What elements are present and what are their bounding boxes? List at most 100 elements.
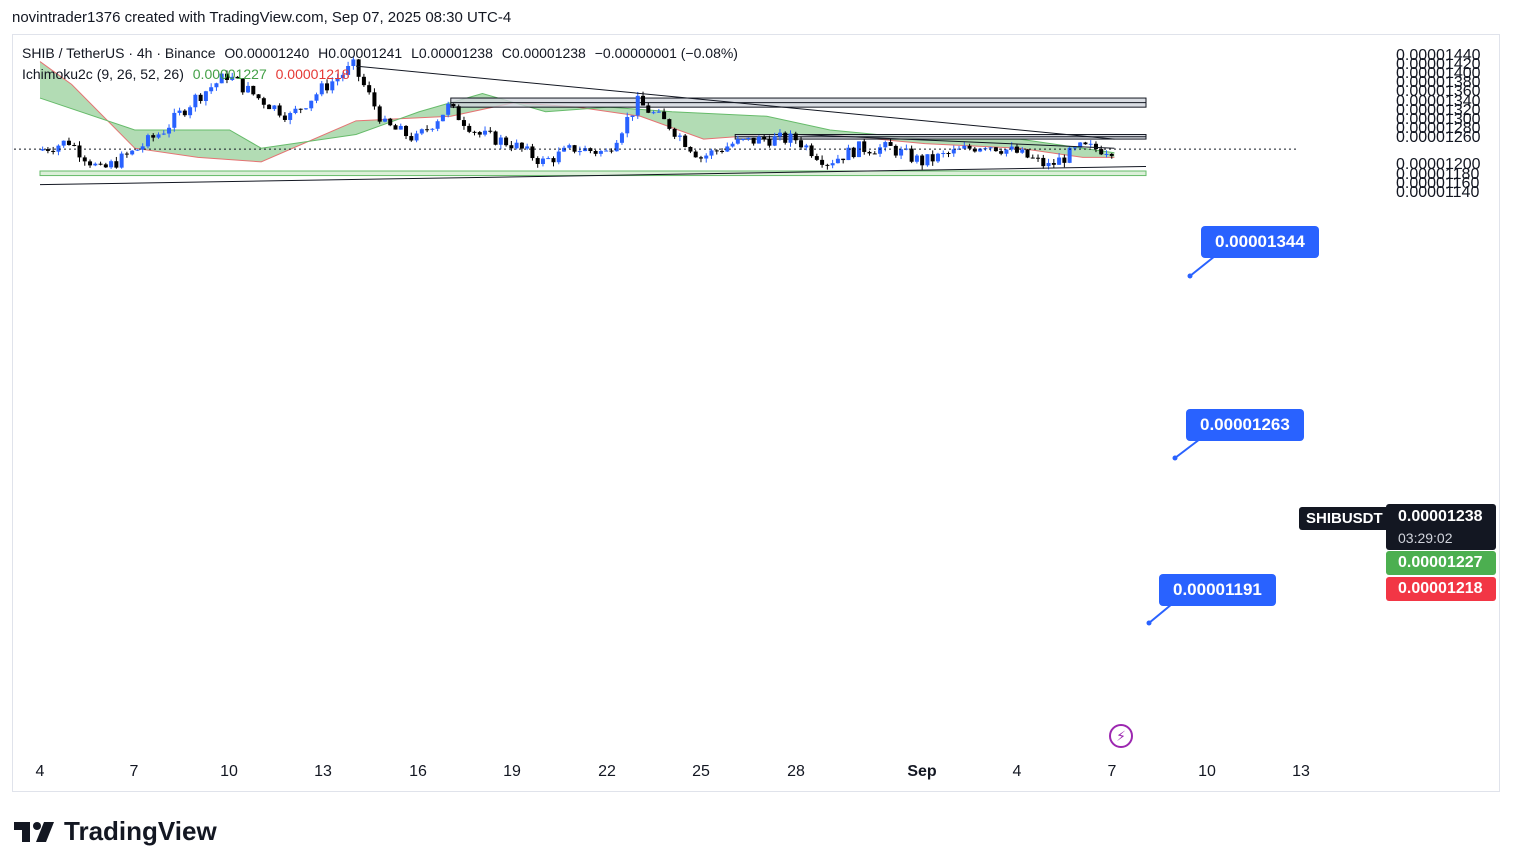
candle-body <box>483 130 488 135</box>
candle-body <box>1030 157 1035 159</box>
candle-body <box>461 120 466 126</box>
time-tick: 19 <box>503 763 521 780</box>
candle-body <box>1014 146 1019 153</box>
candle-body <box>130 150 135 155</box>
candle-body <box>593 150 598 154</box>
candle-body <box>935 153 940 162</box>
price-tick: 0.00001320 <box>1396 101 1481 119</box>
candle-body <box>683 135 688 147</box>
candle-body <box>251 85 256 95</box>
last-price-box: 0.00001238 03:29:02 <box>1386 504 1496 550</box>
candle-body <box>256 94 261 99</box>
candle-body <box>872 153 877 155</box>
time-tick: 7 <box>129 763 139 780</box>
candle-body <box>477 132 482 135</box>
time-tick: 25 <box>692 763 710 780</box>
candle-body <box>730 143 735 147</box>
candle-body <box>862 141 867 152</box>
candle-body <box>888 142 893 146</box>
time-tick: 10 <box>220 763 238 780</box>
callout-1191[interactable]: 0.00001191 <box>1159 574 1276 606</box>
candle-body <box>467 125 472 132</box>
candle-body <box>77 145 82 158</box>
ohlc-legend: SHIB / TetherUS · 4h · Binance O0.000012… <box>22 45 743 61</box>
indicator-legend[interactable]: Ichimoku2c (9, 26, 52, 26) 0.00001227 0.… <box>22 66 355 82</box>
candle-body <box>809 145 814 157</box>
candle-body <box>198 94 203 101</box>
candle-body <box>498 137 503 145</box>
candle-body <box>124 153 129 155</box>
candle-body <box>667 119 672 129</box>
candle-body <box>698 157 703 159</box>
symbol-price-label: SHIBUSDT <box>1299 507 1390 530</box>
candle-body <box>525 146 530 149</box>
candle-body <box>1109 153 1114 156</box>
candle-body <box>598 151 603 154</box>
candle-body <box>88 161 93 166</box>
candle-body <box>1020 149 1025 153</box>
candle-body <box>920 155 925 166</box>
candle-body <box>1072 147 1077 149</box>
candle-body <box>646 105 651 113</box>
callout-anchor-2 <box>1146 620 1152 626</box>
candle-body <box>567 145 572 148</box>
candle-body <box>772 136 777 146</box>
candle-body <box>509 145 514 149</box>
candle-body <box>488 130 493 132</box>
candle-body <box>951 149 956 154</box>
candle-body <box>904 148 909 150</box>
tenkan-price-label: 0.00001227 <box>1386 551 1496 575</box>
candle-body <box>514 142 519 149</box>
candle-body <box>1067 147 1072 163</box>
candle-body <box>335 78 340 82</box>
candle-body <box>814 156 819 160</box>
callout-1344[interactable]: 0.00001344 <box>1201 226 1319 258</box>
candle-body <box>404 125 409 137</box>
price-tick: 0.00001200 <box>1396 156 1481 174</box>
candle-body <box>261 98 266 105</box>
candle-body <box>282 115 287 120</box>
indicator-value-1: 0.00001227 <box>192 66 267 82</box>
candle-body <box>1057 157 1062 165</box>
callout-connector-1 <box>1174 438 1201 459</box>
candle-body <box>851 147 856 158</box>
zone-support-2 <box>39 170 1147 177</box>
legend-open: O0.00001240 <box>224 45 310 61</box>
candle-body <box>841 158 846 161</box>
candle-body <box>188 107 193 116</box>
candle-body <box>209 87 214 92</box>
callout-connectors <box>1146 255 1216 626</box>
candle-body <box>219 73 224 84</box>
candle-body <box>651 112 656 114</box>
candle-body <box>930 154 935 162</box>
price-tick: 0.00001280 <box>1396 119 1481 137</box>
candle-body <box>899 149 904 156</box>
candle-body <box>1004 149 1009 154</box>
candle-body <box>177 110 182 113</box>
candle-body <box>1088 143 1093 145</box>
flash-icon[interactable]: ⚡ <box>1109 724 1133 748</box>
candle-body <box>293 108 298 114</box>
chart-credit: novintrader1376 created with TradingView… <box>12 9 512 26</box>
bar-countdown: 03:29:02 <box>1398 530 1453 546</box>
candle-body <box>156 134 161 138</box>
candle-body <box>604 150 609 152</box>
candle-body <box>835 158 840 164</box>
candle-body <box>635 95 640 116</box>
candle-body <box>456 106 461 121</box>
candle-body <box>309 100 314 109</box>
tradingview-logo[interactable]: TradingView <box>14 816 217 847</box>
candle-body <box>430 128 435 130</box>
candle-body <box>288 113 293 120</box>
tradingview-logo-icon <box>14 821 58 842</box>
candle-body <box>103 164 108 168</box>
candle-body <box>330 81 335 91</box>
candle-body <box>825 164 830 166</box>
candle-body <box>51 150 56 152</box>
callout-1263[interactable]: 0.00001263 <box>1186 409 1304 441</box>
candle-body <box>577 151 582 153</box>
candle-body <box>193 94 198 108</box>
callout-connector-0 <box>1189 255 1216 277</box>
candle-body <box>725 146 730 152</box>
